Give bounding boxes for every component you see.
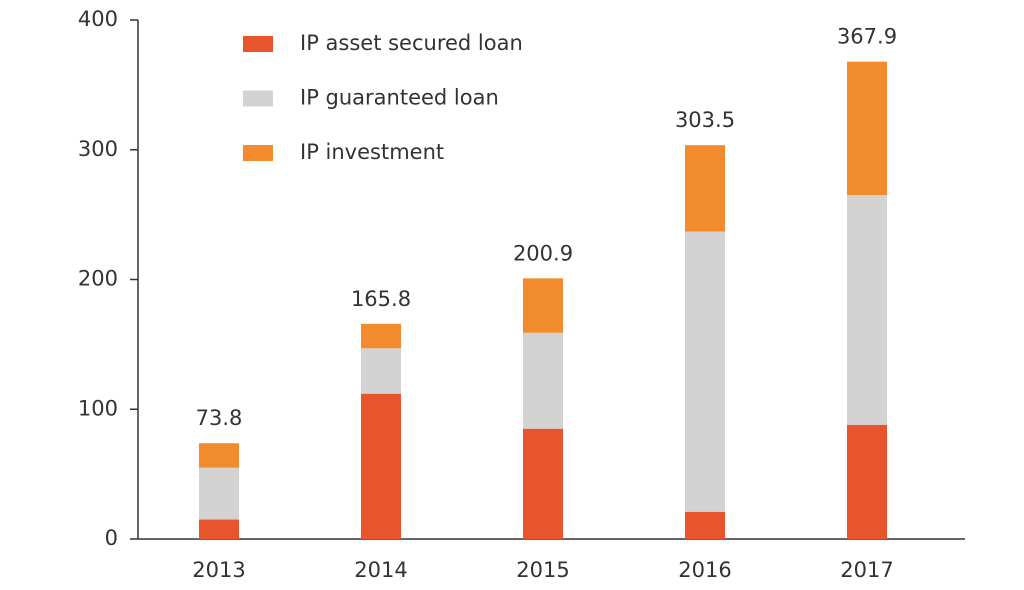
bar-segment — [685, 511, 725, 539]
bar-segment — [523, 278, 563, 333]
total-label: 200.9 — [513, 241, 573, 265]
bar-segment — [199, 467, 239, 520]
legend-swatch — [243, 90, 273, 107]
y-tick-label: 300 — [78, 137, 118, 161]
bar-segment — [361, 323, 401, 349]
legend-label: IP asset secured loan — [300, 31, 523, 55]
total-label: 165.8 — [351, 287, 411, 311]
legend-swatch — [243, 145, 273, 161]
x-tick-label: 2014 — [354, 558, 407, 582]
bar-segment — [685, 145, 725, 232]
bar-segment — [523, 332, 563, 429]
x-tick-label: 2013 — [192, 558, 245, 582]
bar-segment — [199, 519, 239, 539]
bar-segment — [847, 195, 887, 425]
x-tick-label: 2017 — [840, 558, 893, 582]
bar-segment — [199, 443, 239, 468]
legend-label: IP guaranteed loan — [300, 86, 499, 110]
bar-segment — [361, 393, 401, 539]
total-label: 73.8 — [196, 406, 243, 430]
bar-segment — [361, 348, 401, 394]
x-tick-label: 2015 — [516, 558, 569, 582]
bar-segment — [523, 428, 563, 539]
y-tick-label: 400 — [78, 7, 118, 31]
y-tick-label: 0 — [105, 526, 118, 550]
y-tick-label: 100 — [78, 396, 118, 420]
legend-label: IP investment — [300, 140, 444, 164]
bar-segment — [685, 231, 725, 512]
total-label: 303.5 — [675, 108, 735, 132]
bar-segment — [847, 61, 887, 196]
total-label: 367.9 — [837, 25, 897, 49]
y-tick-label: 200 — [78, 267, 118, 291]
bar-segment — [847, 424, 887, 539]
x-tick-label: 2016 — [678, 558, 731, 582]
legend-swatch — [243, 36, 273, 52]
